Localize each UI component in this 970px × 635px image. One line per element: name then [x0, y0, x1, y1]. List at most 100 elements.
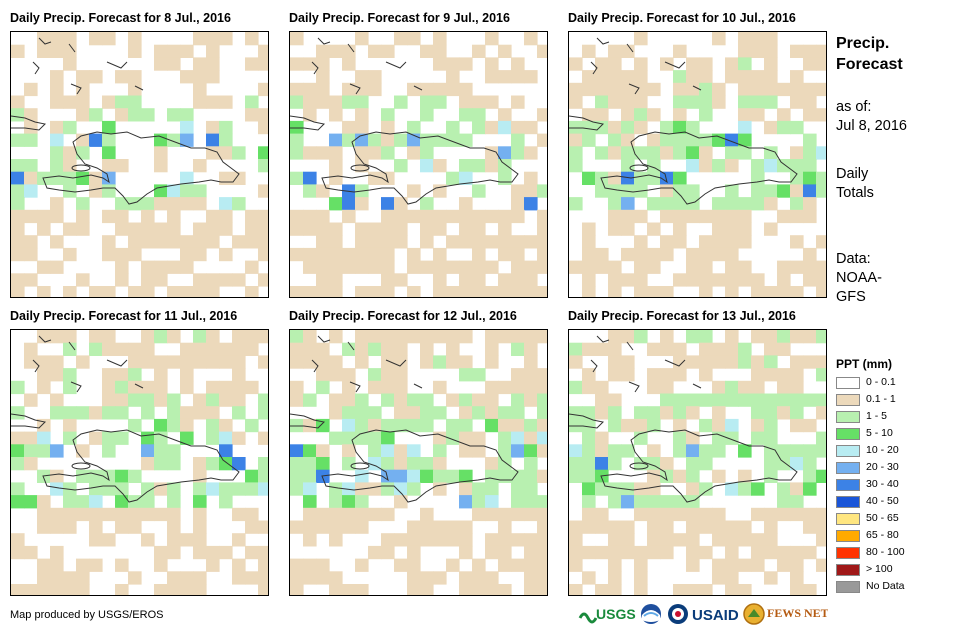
precip-cell — [50, 146, 64, 160]
precip-cell — [725, 133, 739, 147]
precip-cell — [102, 171, 116, 185]
precip-cell — [459, 545, 473, 560]
precip-cell — [355, 330, 369, 344]
precip-cell — [660, 342, 674, 356]
precip-cell — [738, 120, 752, 135]
precip-cell — [76, 222, 90, 236]
precip-cell — [524, 545, 538, 560]
precip-cell — [89, 286, 103, 297]
precip-cell — [316, 571, 330, 585]
precip-cell — [24, 457, 38, 471]
precip-cell — [446, 286, 460, 297]
precip-cell — [816, 44, 826, 58]
precip-cell — [180, 533, 194, 547]
precip-cell — [524, 171, 538, 185]
precip-cell — [258, 520, 268, 534]
precip-cell — [712, 418, 726, 433]
precip-cell — [206, 57, 220, 71]
precip-cell — [76, 571, 90, 585]
asof-block: as of: Jul 8, 2016 — [836, 98, 907, 136]
precip-cell — [141, 457, 155, 471]
precip-cell — [180, 108, 194, 122]
hispaniola-coastline — [42, 429, 240, 503]
asof-label: as of: — [836, 99, 872, 115]
precip-cell — [595, 584, 609, 595]
precip-cell — [751, 545, 765, 560]
precip-cell — [673, 368, 687, 382]
precip-cell — [712, 507, 726, 522]
precip-cell — [511, 406, 525, 420]
precip-cell — [407, 393, 421, 407]
precip-cell — [595, 108, 609, 122]
precip-cell — [329, 330, 343, 344]
precip-cell — [673, 406, 687, 420]
precip-cell — [193, 457, 207, 471]
precip-cell — [154, 159, 168, 173]
precip-cell — [569, 558, 583, 572]
usaid-logo-text: USAID — [692, 607, 739, 624]
precip-cell — [394, 406, 408, 420]
precip-cell — [128, 507, 142, 522]
map-5-canvas — [290, 330, 547, 595]
precip-cell — [193, 520, 207, 534]
precip-cell — [608, 406, 622, 420]
precip-cell — [102, 184, 116, 198]
precip-cell — [154, 44, 168, 58]
legend-label: 40 - 50 — [866, 495, 899, 507]
precip-cell — [569, 159, 583, 173]
precip-cell — [407, 469, 421, 483]
precip-cell — [290, 457, 304, 471]
precip-cell — [446, 520, 460, 534]
precip-cell — [446, 70, 460, 84]
precip-cell — [24, 393, 38, 407]
hispaniola-coastline — [321, 131, 519, 205]
precip-cell — [63, 584, 77, 595]
precip-cell — [258, 146, 268, 160]
precip-cell — [193, 545, 207, 560]
precip-cell — [368, 406, 382, 420]
precip-cell — [511, 469, 525, 483]
precip-cell — [420, 457, 434, 471]
precip-cell — [660, 120, 674, 135]
precip-cell — [790, 44, 804, 58]
precip-cell — [485, 57, 499, 71]
precip-cell — [394, 533, 408, 547]
precip-cell — [193, 32, 207, 46]
precip-cell — [472, 159, 486, 173]
precip-cell — [167, 133, 181, 147]
precip-cell — [381, 235, 395, 249]
precip-cell — [219, 380, 233, 395]
precip-cell — [154, 584, 168, 595]
precip-cell — [290, 286, 304, 297]
precip-cell — [180, 571, 194, 585]
precip-cell — [498, 507, 512, 522]
precip-cell — [816, 444, 826, 458]
precip-cell — [37, 571, 51, 585]
precip-cell — [712, 197, 726, 211]
precip-cell — [738, 584, 752, 595]
precip-cell — [803, 171, 817, 185]
precip-cell — [524, 368, 538, 382]
precip-cell — [115, 197, 129, 211]
precip-cell — [608, 330, 622, 344]
precip-cell — [355, 260, 369, 274]
precip-cell — [232, 342, 246, 356]
precip-cell — [381, 431, 395, 445]
precip-cell — [686, 545, 700, 560]
precip-cell — [24, 584, 38, 595]
precip-cell — [537, 406, 547, 420]
precip-cell — [303, 571, 317, 585]
precip-cell — [394, 197, 408, 211]
precip-cell — [206, 235, 220, 249]
precip-cell — [381, 368, 395, 382]
precip-cell — [511, 495, 525, 509]
precip-cell — [329, 273, 343, 287]
precip-cell — [764, 32, 778, 46]
precip-cell — [647, 520, 661, 534]
precip-cell — [381, 482, 395, 496]
precip-cell — [764, 70, 778, 84]
precip-cell — [621, 95, 635, 109]
precip-cell — [167, 482, 181, 496]
precip-cell — [790, 159, 804, 173]
precip-cell — [303, 558, 317, 572]
